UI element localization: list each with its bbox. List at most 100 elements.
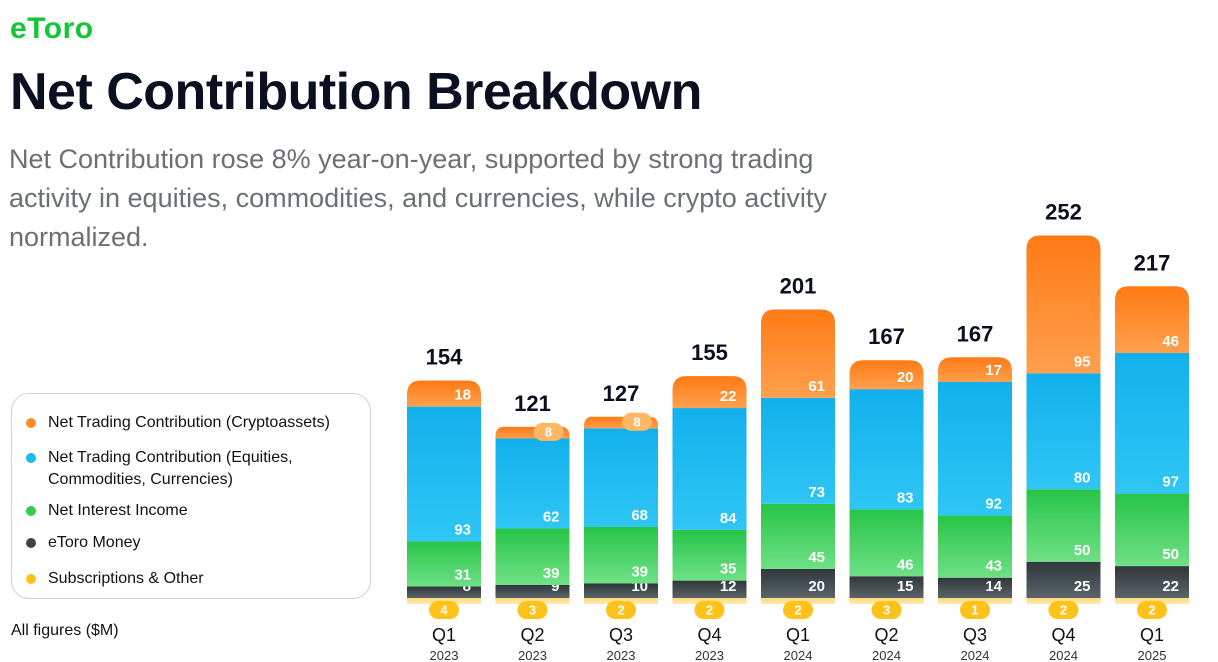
data-label: 15 — [897, 578, 914, 595]
bar-segment — [407, 406, 481, 542]
bar-segment — [1115, 493, 1189, 567]
data-label: 8 — [463, 578, 471, 595]
bar-segment — [584, 428, 658, 527]
data-label: 50 — [1162, 546, 1179, 563]
data-label: 2 — [1060, 603, 1067, 618]
page-subtitle: Net Contribution rose 8% year-on-year, s… — [9, 144, 827, 252]
data-label-pill — [783, 601, 813, 619]
legend-swatch-interest — [26, 506, 36, 516]
data-label: 35 — [720, 561, 737, 578]
bar-segment — [495, 438, 570, 529]
data-label: 9 — [551, 578, 559, 595]
x-tick-year: 2023 — [607, 648, 636, 662]
total-label: 154 — [426, 345, 463, 370]
bar-segment — [849, 360, 924, 390]
bar-segment — [849, 576, 924, 598]
total-label: 252 — [1045, 200, 1082, 225]
legend-label-crypto: Net Trading Contribution (Cryptoassets) — [48, 414, 330, 431]
data-label: 2 — [617, 603, 624, 618]
data-label: 17 — [985, 362, 1002, 379]
data-label-pill — [1048, 601, 1079, 619]
bar-segment — [495, 584, 570, 598]
total-label: 201 — [780, 273, 817, 298]
bar-segment — [761, 569, 835, 598]
legend-swatch-etoro-money — [26, 538, 36, 548]
bar-segment — [761, 397, 835, 504]
legend-label-subscriptions: Subscriptions & Other — [48, 570, 204, 587]
etoro-logo: eToro — [10, 12, 94, 46]
x-tick-label: Q4 — [697, 625, 721, 645]
data-label: 31 — [454, 566, 471, 583]
bar-segment — [407, 586, 481, 598]
data-label-pill — [622, 412, 652, 431]
bar-segment — [1115, 566, 1189, 598]
data-label: 2 — [794, 603, 801, 618]
bar-segment — [584, 583, 658, 598]
bar-segment — [1026, 489, 1101, 562]
bar-segment — [1115, 352, 1189, 494]
x-tick-year: 2024 — [1049, 648, 1078, 662]
data-label: 4 — [440, 603, 448, 618]
x-tick-year: 2024 — [872, 648, 901, 662]
data-label-pill — [960, 601, 990, 619]
chart-legend: Net Trading Contribution (Cryptoassets) … — [11, 393, 371, 599]
x-tick-label: Q1 — [432, 625, 456, 645]
total-label: 155 — [691, 340, 728, 365]
data-label-pill — [1137, 601, 1167, 619]
data-label: 93 — [454, 521, 471, 538]
data-label-pill — [606, 601, 636, 619]
bar-segment — [672, 376, 747, 409]
data-label: 18 — [454, 387, 471, 404]
data-label: 20 — [897, 369, 914, 386]
bar-segment — [761, 503, 835, 569]
data-label-pill — [871, 601, 902, 619]
data-label: 73 — [808, 484, 825, 501]
data-label: 39 — [631, 564, 648, 581]
x-tick-year: 2025 — [1138, 648, 1167, 662]
data-label: 95 — [1074, 353, 1091, 370]
data-label: 80 — [1074, 469, 1091, 486]
data-label: 8 — [545, 424, 552, 439]
data-label: 84 — [720, 510, 737, 527]
bar-segment — [938, 381, 1012, 516]
legend-item-equities: Net Trading Contribution (Equities, Comm… — [26, 447, 356, 491]
total-label: 167 — [957, 321, 994, 346]
data-label: 45 — [808, 549, 825, 566]
data-label: 92 — [985, 495, 1002, 512]
legend-label-equities: Net Trading Contribution (Equities, Comm… — [48, 449, 293, 488]
legend-item-crypto: Net Trading Contribution (Cryptoassets) — [26, 412, 356, 434]
data-label: 2 — [1148, 603, 1155, 618]
x-tick-year: 2024 — [784, 648, 813, 662]
units-footnote: All figures ($M) — [11, 622, 119, 639]
data-label: 68 — [631, 507, 648, 524]
legend-label-interest: Net Interest Income — [48, 502, 188, 519]
bar-segment — [672, 408, 747, 530]
legend-item-interest: Net Interest Income — [26, 500, 356, 522]
data-label: 2 — [706, 603, 713, 618]
x-tick-year: 2024 — [961, 648, 990, 662]
bar-segment — [938, 357, 1012, 382]
data-label: 22 — [1162, 578, 1179, 595]
data-label: 8 — [633, 414, 640, 429]
page-title: Net Contribution Breakdown — [10, 63, 702, 121]
data-label-pill — [517, 601, 548, 619]
data-label: 14 — [985, 578, 1002, 595]
bar-segment — [584, 526, 658, 584]
total-label: 167 — [868, 324, 905, 349]
data-label: 3 — [529, 603, 536, 618]
data-label: 61 — [808, 378, 825, 395]
bar-segment — [1115, 286, 1189, 353]
legend-label-etoro-money: eToro Money — [48, 534, 141, 551]
bar-segment — [938, 577, 1012, 598]
data-label: 22 — [720, 388, 737, 405]
data-label: 50 — [1074, 542, 1091, 559]
total-label: 217 — [1134, 250, 1171, 275]
bar-segment — [407, 380, 481, 407]
data-label-pill — [694, 601, 725, 619]
legend-item-subscriptions: Subscriptions & Other — [26, 568, 356, 590]
logo-text: eToro — [10, 12, 94, 45]
x-tick-label: Q1 — [786, 625, 810, 645]
x-tick-year: 2023 — [695, 648, 724, 662]
data-label-pill — [533, 422, 564, 441]
